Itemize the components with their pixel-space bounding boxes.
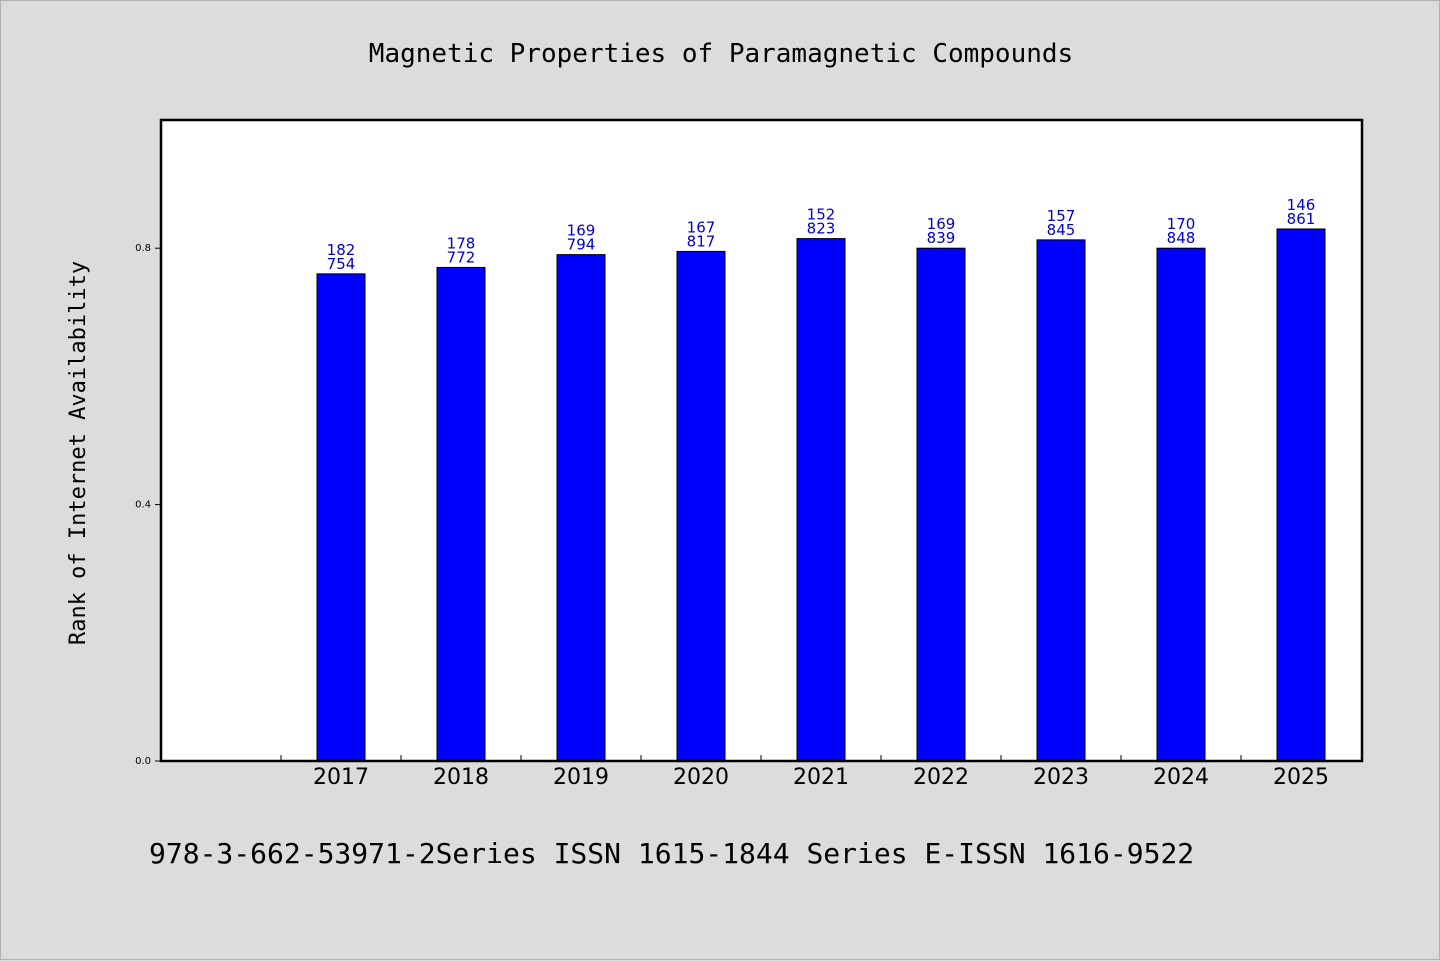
bar-2025 [1276, 228, 1326, 762]
data-label-bottom: 823 [807, 220, 836, 238]
data-label-top: 146 [1287, 196, 1316, 214]
plot-border [159, 118, 1364, 763]
bar-2023 [1036, 239, 1086, 762]
bar-2022 [916, 247, 966, 762]
y-axis-label: Rank of Internet Availability [66, 261, 91, 645]
data-label-top: 169 [927, 215, 956, 233]
bar-2020 [676, 250, 726, 762]
data-label-top: 157 [1047, 207, 1076, 225]
data-label-bottom: 839 [927, 229, 956, 247]
data-label-bottom: 845 [1047, 221, 1076, 239]
bar-2018 [436, 266, 486, 762]
x-tick-label: 2025 [1273, 765, 1329, 790]
data-label-top: 152 [807, 206, 836, 224]
x-tick-label: 2024 [1153, 765, 1209, 790]
data-label-top: 178 [447, 234, 476, 252]
bar-2017 [316, 273, 366, 762]
data-label-bottom: 754 [327, 255, 356, 273]
data-label-bottom: 861 [1287, 210, 1316, 228]
y-tick-label: 0.8 [135, 243, 151, 254]
footer-note: 978-3-662-53971-2Series ISSN 1615-1844 S… [149, 837, 1194, 870]
data-label-top: 167 [687, 218, 716, 236]
bar-2024 [1156, 247, 1206, 762]
data-label-bottom: 794 [567, 236, 596, 254]
y-tick-label: 0.0 [135, 756, 151, 767]
x-tick-label: 2023 [1033, 765, 1089, 790]
x-tick-label: 2018 [433, 765, 489, 790]
data-label-bottom: 772 [447, 248, 476, 266]
data-label-top: 170 [1167, 215, 1196, 233]
x-tick-label: 2017 [313, 765, 369, 790]
x-tick-label: 2020 [673, 765, 729, 790]
x-tick-label: 2021 [793, 765, 849, 790]
data-label-bottom: 848 [1167, 229, 1196, 247]
chart-title: Magnetic Properties of Paramagnetic Comp… [369, 39, 1073, 69]
data-label-top: 182 [327, 241, 356, 259]
bar-2021 [796, 238, 846, 762]
bar-2019 [556, 254, 606, 762]
chart-marks: 0.00.40.82017182754201817877220191697942… [135, 196, 1329, 790]
x-tick-label: 2019 [553, 765, 609, 790]
data-label-bottom: 817 [687, 232, 716, 250]
x-tick-label: 2022 [913, 765, 969, 790]
data-label-top: 169 [567, 222, 596, 240]
y-tick-label: 0.4 [135, 500, 151, 511]
